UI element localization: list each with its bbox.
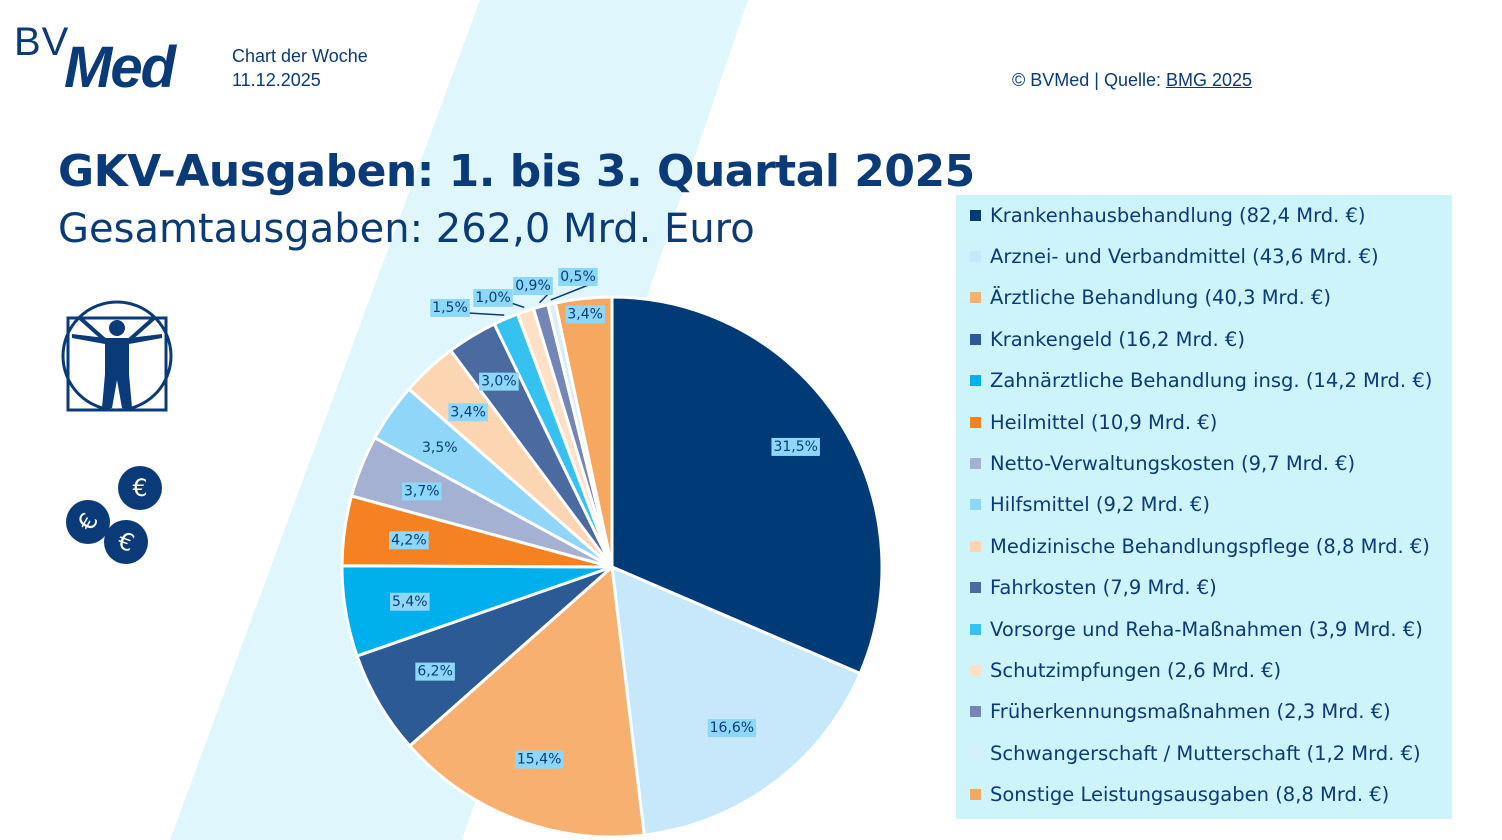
data-label-4: 6,2%	[417, 664, 453, 680]
legend-swatch	[970, 457, 981, 469]
data-label-12: 1,0%	[475, 290, 511, 306]
legend-swatch	[970, 333, 981, 345]
legend-label: Zahnärztliche Behandlung insg. (14,2 Mrd…	[990, 369, 1433, 393]
copyright-text: © BVMed | Quelle:	[1012, 70, 1167, 90]
legend-swatch	[970, 789, 981, 801]
legend-swatch	[970, 540, 981, 552]
logo-med-part: Med	[64, 35, 176, 100]
legend-item: Schwangerschaft / Mutterschaft (1,2 Mrd.…	[970, 739, 1421, 767]
pie-slice-3	[407, 563, 646, 839]
legend-label: Arznei- und Verbandmittel (43,6 Mrd. €)	[990, 244, 1379, 268]
legend-item: Hilfsmittel (9,2 Mrd. €)	[970, 491, 1210, 519]
legend-swatch	[970, 747, 981, 759]
legend-item: Fahrkosten (7,9 Mrd. €)	[970, 574, 1217, 602]
data-label-11: 1,5%	[432, 300, 468, 316]
data-label-6: 4,2%	[391, 532, 427, 548]
legend-item: Ärztliche Behandlung (40,3 Mrd. €)	[970, 284, 1331, 312]
legend-label: Hilfsmittel (9,2 Mrd. €)	[990, 493, 1210, 517]
data-label-bg-10	[479, 372, 519, 391]
data-label-15: 3,4%	[567, 306, 603, 322]
legend-label: Fahrkosten (7,9 Mrd. €)	[990, 576, 1217, 600]
data-label-bg-9	[448, 403, 488, 422]
data-label-bg-7	[402, 482, 442, 501]
data-label-10: 3,0%	[481, 374, 517, 390]
data-label-bg-3	[514, 750, 564, 769]
data-label-bg-11	[430, 299, 470, 317]
pie-slice-1	[610, 295, 884, 676]
legend-swatch	[970, 582, 981, 594]
legend-label: Medizinische Behandlungspflege (8,8 Mrd.…	[990, 534, 1430, 558]
legend-swatch	[970, 499, 981, 511]
data-label-bg-2	[707, 719, 757, 738]
legend-swatch	[970, 250, 981, 262]
data-label-3: 15,4%	[517, 752, 561, 768]
data-label-bg-14	[558, 268, 598, 286]
legend-item: Krankengeld (16,2 Mrd. €)	[970, 325, 1245, 353]
legend-item: Krankenhausbehandlung (82,4 Mrd. €)	[970, 201, 1366, 229]
data-label-bg-1	[771, 437, 820, 456]
legend-label: Ärztliche Behandlung (40,3 Mrd. €)	[990, 286, 1331, 310]
legend-label: Vorsorge und Reha-Maßnahmen (3,9 Mrd. €)	[990, 617, 1423, 641]
data-label-bg-8	[419, 438, 460, 457]
data-label-5: 5,4%	[392, 594, 428, 610]
leader-line-12	[510, 302, 525, 309]
legend-swatch	[970, 375, 981, 387]
pie-slice-15	[553, 295, 614, 568]
pie-slices	[340, 295, 884, 839]
legend-item: Vorsorge und Reha-Maßnahmen (3,9 Mrd. €)	[970, 615, 1423, 643]
legend-label: Früherkennungsmaßnahmen (2,3 Mrd. €)	[990, 700, 1391, 724]
legend-item: Heilmittel (10,9 Mrd. €)	[970, 408, 1217, 436]
legend-swatch	[970, 623, 981, 635]
data-label-bg-5	[390, 592, 430, 611]
legend-swatch	[970, 416, 981, 428]
chart-of-week-block: Chart der Woche 11.12.2025	[232, 44, 368, 92]
legend-label: Schwangerschaft / Mutterschaft (1,2 Mrd.…	[990, 741, 1421, 765]
data-label-bg-12	[473, 289, 513, 307]
legend-item: Schutzimpfungen (2,6 Mrd. €)	[970, 656, 1281, 684]
data-label-7: 3,7%	[404, 483, 440, 499]
pie-data-labels: 31,5% 16,6% 15,4% 6,2% 5,4% 4,2% 3,7% 3,5% 3,4% 3…	[389, 268, 820, 769]
legend-label: Krankengeld (16,2 Mrd. €)	[990, 327, 1245, 351]
legend-label: Netto-Verwaltungskosten (9,7 Mrd. €)	[990, 451, 1356, 475]
page-title: GKV-Ausgaben: 1. bis 3. Quartal 2025	[58, 146, 975, 197]
source-link[interactable]: BMG 2025	[1166, 70, 1253, 90]
leader-line-11	[467, 312, 505, 316]
legend-item: Arznei- und Verbandmittel (43,6 Mrd. €)	[970, 242, 1379, 270]
data-label-8: 3,5%	[422, 440, 458, 456]
legend-label: Heilmittel (10,9 Mrd. €)	[990, 410, 1218, 434]
bvmed-logo: BV Med	[14, 20, 214, 100]
legend-label: Sonstige Leistungsausgaben (8,8 Mrd. €)	[990, 783, 1390, 807]
svg-text:€: €	[132, 474, 147, 502]
pie-slice-2	[610, 564, 863, 837]
legend-item: Sonstige Leistungsausgaben (8,8 Mrd. €)	[970, 781, 1389, 809]
data-label-2: 16,6%	[710, 720, 754, 736]
data-label-9: 3,4%	[450, 404, 486, 420]
legend-item: Medizinische Behandlungspflege (8,8 Mrd.…	[970, 532, 1430, 560]
data-label-bg-4	[415, 662, 455, 681]
weekly-date: 11.12.2025	[232, 70, 321, 90]
data-label-bg-13	[513, 277, 553, 295]
legend-swatch	[970, 292, 981, 304]
data-label-bg-6	[389, 531, 429, 550]
data-label-14: 0,5%	[560, 269, 596, 285]
data-label-13: 0,9%	[515, 278, 551, 294]
legend-label: Krankenhausbehandlung (82,4 Mrd. €)	[990, 203, 1366, 227]
logo-bv-part: BV	[14, 20, 70, 64]
legend-swatch	[970, 664, 981, 676]
euro-coins-icon: € € €	[66, 466, 162, 564]
data-label-1: 31,5%	[773, 439, 817, 455]
legend-swatch	[970, 209, 981, 221]
source-line: © BVMed | Quelle: BMG 2025	[1012, 70, 1252, 91]
weekly-label: Chart der Woche	[232, 46, 368, 66]
data-label-bg-15	[565, 305, 605, 324]
page-subtitle: Gesamtausgaben: 262,0 Mrd. Euro	[58, 206, 755, 252]
vitruvian-man-icon	[61, 300, 173, 412]
legend-item: Netto-Verwaltungskosten (9,7 Mrd. €)	[970, 449, 1355, 477]
legend-swatch	[970, 706, 981, 718]
chart-legend: Krankenhausbehandlung (82,4 Mrd. €) Arzne…	[956, 195, 1452, 819]
legend-item: Zahnärztliche Behandlung insg. (14,2 Mrd…	[970, 367, 1432, 395]
legend-item: Früherkennungsmaßnahmen (2,3 Mrd. €)	[970, 698, 1391, 726]
legend-label: Schutzimpfungen (2,6 Mrd. €)	[990, 658, 1282, 682]
